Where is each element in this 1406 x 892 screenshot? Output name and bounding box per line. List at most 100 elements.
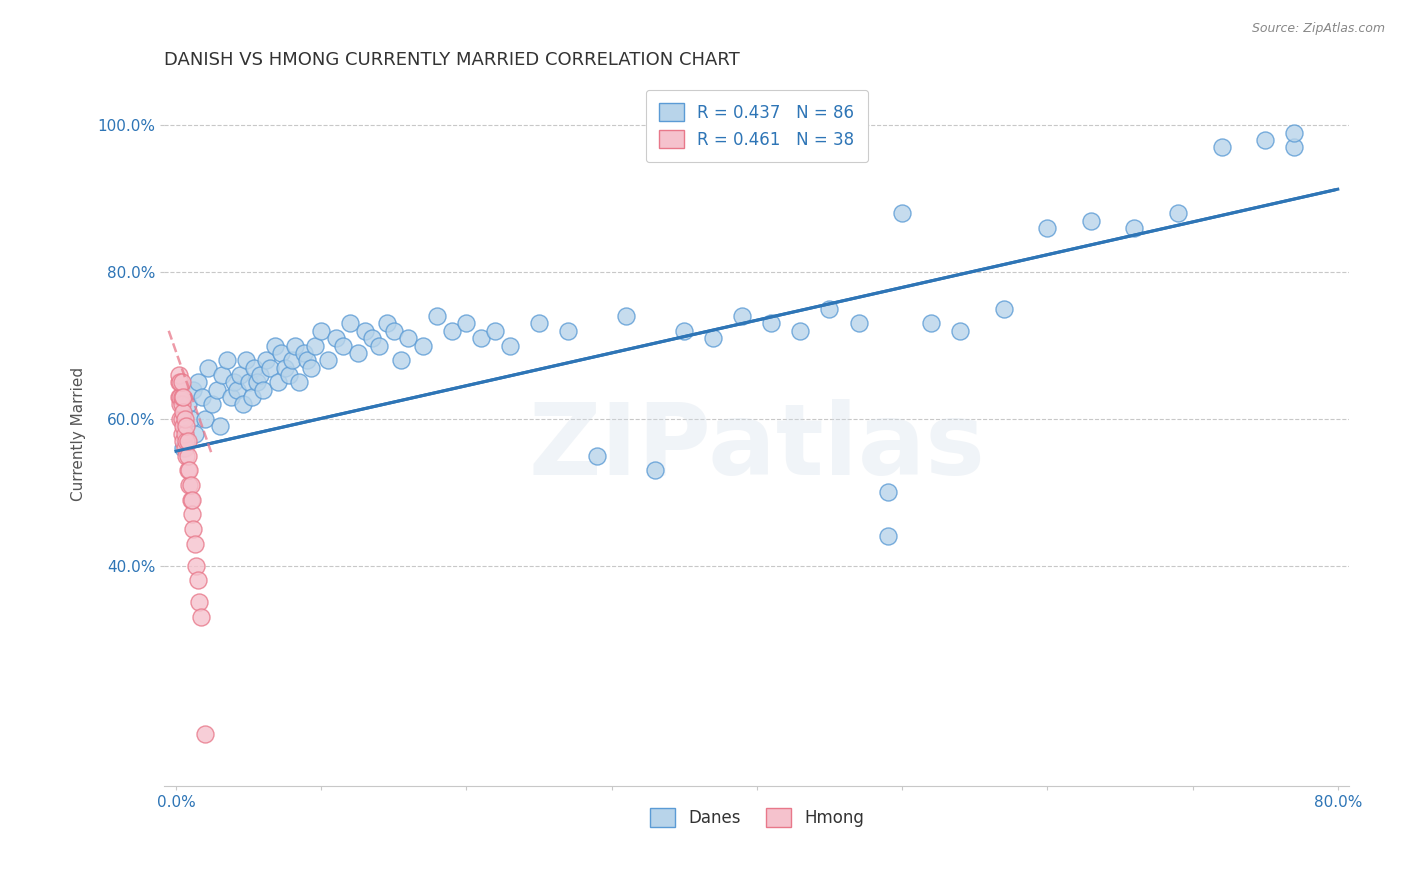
Point <box>167 368 190 382</box>
Point <box>173 412 195 426</box>
Point <box>396 331 419 345</box>
Point <box>226 383 249 397</box>
Point <box>188 595 211 609</box>
Point <box>761 317 783 331</box>
Point <box>173 426 195 441</box>
Point <box>644 463 666 477</box>
Point <box>1282 126 1305 140</box>
Point <box>295 353 318 368</box>
Point <box>1211 140 1233 154</box>
Point <box>292 346 315 360</box>
Point <box>499 338 522 352</box>
Point <box>243 360 266 375</box>
Point <box>470 331 492 345</box>
Point <box>184 536 207 550</box>
Point <box>586 449 609 463</box>
Point <box>1036 221 1059 235</box>
Point <box>288 375 311 389</box>
Point <box>1282 140 1305 154</box>
Point <box>176 449 198 463</box>
Point <box>170 397 193 411</box>
Point <box>920 317 942 331</box>
Point <box>174 419 197 434</box>
Point <box>170 412 193 426</box>
Point <box>254 353 277 368</box>
Point <box>240 390 263 404</box>
Point <box>238 375 260 389</box>
Text: Source: ZipAtlas.com: Source: ZipAtlas.com <box>1251 22 1385 36</box>
Point <box>181 508 204 522</box>
Point <box>263 338 285 352</box>
Point <box>172 419 194 434</box>
Point <box>1167 206 1189 220</box>
Point <box>246 375 269 389</box>
Point <box>325 331 347 345</box>
Point <box>169 397 191 411</box>
Point <box>183 522 205 536</box>
Point <box>284 338 307 352</box>
Y-axis label: Currently Married: Currently Married <box>72 367 86 500</box>
Point <box>187 574 209 588</box>
Point <box>368 338 391 352</box>
Point <box>176 463 198 477</box>
Point <box>180 412 202 426</box>
Point <box>191 390 214 404</box>
Point <box>993 301 1015 316</box>
Point <box>229 368 252 382</box>
Point <box>412 338 434 352</box>
Point <box>194 412 217 426</box>
Point <box>278 368 301 382</box>
Point <box>266 375 288 389</box>
Point <box>353 324 375 338</box>
Point <box>183 383 205 397</box>
Point <box>205 383 228 397</box>
Point <box>172 434 194 448</box>
Point <box>557 324 579 338</box>
Point <box>1254 133 1277 147</box>
Point <box>184 426 207 441</box>
Point <box>173 442 195 456</box>
Point <box>170 390 193 404</box>
Point <box>232 397 254 411</box>
Point <box>172 442 194 456</box>
Text: DANISH VS HMONG CURRENTLY MARRIED CORRELATION CHART: DANISH VS HMONG CURRENTLY MARRIED CORREL… <box>165 51 740 69</box>
Point <box>177 478 200 492</box>
Point <box>339 317 361 331</box>
Point <box>186 558 208 573</box>
Point <box>789 324 811 338</box>
Point <box>235 353 257 368</box>
Point <box>673 324 696 338</box>
Point <box>614 309 637 323</box>
Point <box>389 353 412 368</box>
Point <box>172 404 194 418</box>
Point <box>731 309 754 323</box>
Point <box>169 375 191 389</box>
Point <box>174 434 197 448</box>
Point <box>426 309 449 323</box>
Point <box>222 375 245 389</box>
Point <box>167 375 190 389</box>
Point <box>1123 221 1146 235</box>
Point <box>876 485 898 500</box>
Point <box>219 390 242 404</box>
Point <box>361 331 384 345</box>
Point <box>702 331 724 345</box>
Point <box>332 338 354 352</box>
Point <box>375 317 398 331</box>
Point <box>281 353 304 368</box>
Point <box>848 317 870 331</box>
Point <box>484 324 506 338</box>
Point <box>187 375 209 389</box>
Point <box>346 346 368 360</box>
Point <box>197 360 219 375</box>
Point <box>818 301 841 316</box>
Point <box>167 390 190 404</box>
Point <box>169 412 191 426</box>
Point <box>170 375 193 389</box>
Point <box>274 360 297 375</box>
Point <box>215 353 238 368</box>
Point <box>309 324 332 338</box>
Point <box>174 449 197 463</box>
Point <box>440 324 463 338</box>
Point <box>876 529 898 543</box>
